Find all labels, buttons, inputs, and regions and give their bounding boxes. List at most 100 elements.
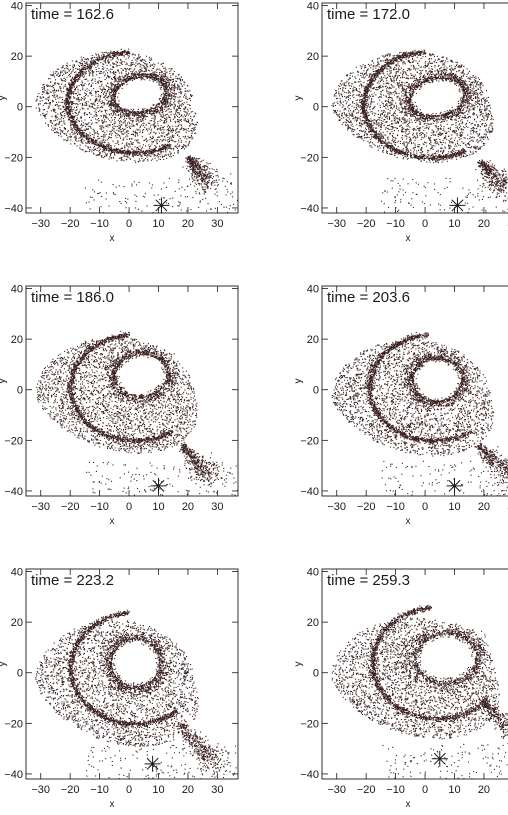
x-tick-label: 20 [478,218,490,230]
y-tick-label: −20 [300,152,319,164]
plot-frame [25,2,239,214]
scatter-panel-5: −30 −20 −10 0 10 20 30 −40 −20 0 20 40 x y time = 223.… [0,567,239,810]
time-label: time = 172.0 [327,6,410,23]
y-axis-label: y [293,379,304,384]
x-tick-label: −10 [90,218,109,230]
x-tick-label: −20 [61,784,80,796]
y-tick-label: 20 [11,51,23,63]
x-tick-label: 10 [152,501,164,513]
y-tick-label: 40 [307,284,319,296]
star-marker [431,750,448,767]
scatter-panel-3: −30 −20 −10 0 10 20 30 −40 −20 0 20 40 x y time = 186.… [0,284,239,527]
y-tick-label: −40 [300,486,319,498]
x-tick-label: −20 [61,501,80,513]
star-marker [446,477,463,494]
y-axis-label: y [0,96,8,101]
y-tick-label: 0 [17,102,23,114]
x-tick-label: −20 [357,501,376,513]
x-tick-label: 30 [211,218,223,230]
x-tick-label: 20 [182,501,194,513]
particle-cloud [36,330,238,496]
plot-frame [321,285,508,497]
y-tick-label: 40 [307,567,319,579]
x-tick-label: −30 [327,784,346,796]
x-tick-label: −30 [327,501,346,513]
particle-cloud [331,332,508,496]
x-tick-label: 10 [448,784,460,796]
y-axis-label: y [0,379,8,384]
y-tick-label: −20 [4,152,23,164]
plot-frame [25,568,239,780]
x-tick-label: 20 [478,501,490,513]
x-tick-label: −10 [386,501,405,513]
x-tick-label: 10 [152,784,164,796]
particle-cloud [35,48,238,213]
x-tick-label: −20 [61,218,80,230]
star-marker [144,755,161,772]
y-tick-label: 20 [307,334,319,346]
particle-cloud [331,604,508,779]
scatter-panel-1: −30 −20 −10 0 10 20 30 −40 −20 0 20 40 x y time = 162.… [0,1,239,244]
y-tick-label: −20 [300,718,319,730]
y-tick-label: 40 [11,284,23,296]
y-tick-label: −20 [4,435,23,447]
x-axis-label: x [110,233,115,244]
x-tick-label: −30 [31,784,50,796]
x-tick-label: 30 [211,501,223,513]
x-tick-label: 0 [126,501,132,513]
x-tick-label: −20 [357,218,376,230]
x-tick-label: 0 [422,501,428,513]
time-label: time = 223.2 [31,572,114,589]
y-tick-label: −40 [4,769,23,781]
x-tick-label: −10 [90,784,109,796]
time-label: time = 186.0 [31,289,114,306]
y-tick-label: −40 [4,486,23,498]
y-axis-label: y [293,96,304,101]
y-tick-label: 20 [11,617,23,629]
x-tick-label: 20 [182,784,194,796]
y-tick-label: −40 [4,203,23,215]
star-marker [153,197,170,214]
y-tick-label: 40 [307,1,319,13]
y-tick-label: 40 [11,1,23,13]
y-tick-label: −40 [300,769,319,781]
y-axis-label: y [0,662,8,667]
x-tick-label: 0 [126,218,132,230]
y-tick-label: −20 [4,718,23,730]
y-tick-label: 0 [313,668,319,680]
star-marker [449,197,466,214]
particle-cloud [35,609,237,779]
x-tick-label: −30 [31,218,50,230]
x-axis-label: x [110,799,115,810]
x-tick-label: 0 [422,784,428,796]
x-tick-label: −10 [386,784,405,796]
x-tick-label: 20 [478,784,490,796]
x-tick-label: 10 [448,501,460,513]
star-marker [150,477,167,494]
y-tick-label: 20 [11,334,23,346]
x-tick-label: −30 [31,501,50,513]
time-label: time = 203.6 [327,289,410,306]
y-tick-label: 20 [307,51,319,63]
plot-frame [321,2,508,214]
x-tick-label: 20 [182,218,194,230]
plot-frame [321,568,508,780]
x-tick-label: −10 [90,501,109,513]
y-tick-label: 20 [307,617,319,629]
plot-frame [25,285,239,497]
time-label: time = 162.6 [31,6,114,23]
x-axis-label: x [406,516,411,527]
x-tick-label: 30 [211,784,223,796]
x-axis-label: x [406,799,411,810]
y-tick-label: 0 [17,385,23,397]
y-tick-label: 0 [313,385,319,397]
x-tick-label: 10 [448,218,460,230]
x-tick-label: 0 [422,218,428,230]
x-tick-label: 0 [126,784,132,796]
time-label: time = 259.3 [327,572,410,589]
x-tick-label: −20 [357,784,376,796]
